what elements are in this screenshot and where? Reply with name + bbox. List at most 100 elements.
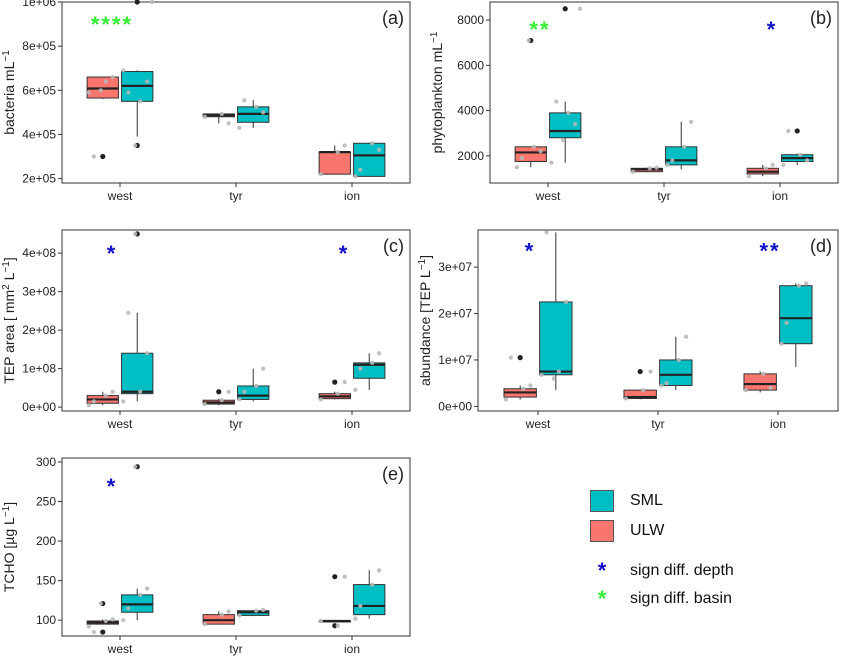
data-point bbox=[805, 158, 810, 163]
data-point bbox=[318, 172, 323, 177]
box-sml-west bbox=[539, 230, 573, 391]
data-point bbox=[110, 617, 115, 622]
data-point bbox=[237, 125, 242, 130]
data-point bbox=[544, 230, 549, 235]
data-point bbox=[561, 137, 566, 143]
significance-marker: ** bbox=[529, 17, 550, 42]
y-tick-label: 8e+05 bbox=[22, 39, 56, 53]
outlier-point bbox=[332, 379, 338, 385]
box-body bbox=[779, 285, 813, 345]
data-point bbox=[103, 79, 108, 84]
data-point bbox=[335, 623, 340, 628]
panel-a: 2e+05 4e+05 6e+05 8e+05 1e+06 west tyr ion bacte… bbox=[1, 0, 411, 203]
data-point bbox=[554, 99, 559, 104]
panel-b: 2000 4000 6000 8000 west tyr ion phytoplankton … bbox=[429, 1, 839, 203]
box-body bbox=[743, 373, 777, 391]
data-point bbox=[98, 601, 103, 606]
data-point bbox=[237, 397, 242, 402]
data-point bbox=[103, 393, 108, 398]
data-point bbox=[786, 128, 791, 134]
box-sml-ion bbox=[353, 351, 386, 392]
box-ulw-ion bbox=[318, 574, 351, 629]
data-point bbox=[353, 616, 358, 621]
x-tick-label: tyr bbox=[229, 642, 242, 656]
panel-label: (a) bbox=[382, 8, 404, 28]
data-point bbox=[110, 74, 115, 80]
data-point bbox=[121, 68, 126, 73]
y-tick-label: 250 bbox=[36, 495, 56, 509]
data-point bbox=[370, 141, 375, 146]
box-ulw-west bbox=[514, 37, 547, 170]
data-point bbox=[370, 360, 375, 365]
data-point bbox=[261, 607, 266, 612]
significance-marker: * bbox=[767, 17, 778, 42]
data-point bbox=[556, 369, 561, 374]
outlier-point bbox=[134, 0, 140, 5]
y-tick-label: 6000 bbox=[457, 58, 484, 72]
data-point bbox=[237, 613, 242, 618]
significance-marker: * bbox=[107, 474, 118, 499]
y-axis-label: abundance [TEP L−1] bbox=[417, 255, 433, 386]
data-point bbox=[86, 403, 91, 408]
outlier-point bbox=[332, 574, 338, 580]
data-point bbox=[353, 387, 358, 392]
data-point bbox=[342, 574, 347, 579]
y-tick-label: 4000 bbox=[457, 104, 484, 118]
outlier-point bbox=[517, 355, 523, 361]
data-point bbox=[226, 389, 231, 394]
box-ulw-tyr bbox=[623, 368, 657, 401]
y-tick-label: 200 bbox=[36, 534, 56, 548]
data-point bbox=[763, 166, 768, 171]
x-tick-label: tyr bbox=[229, 189, 242, 203]
y-tick-label: 2e+07 bbox=[438, 307, 472, 321]
data-point bbox=[630, 169, 635, 174]
data-point bbox=[770, 162, 775, 167]
box-sml-west bbox=[121, 464, 154, 623]
data-point bbox=[781, 162, 786, 167]
data-point bbox=[623, 396, 628, 401]
y-tick-label: 0e+00 bbox=[438, 399, 472, 413]
panel-label: (b) bbox=[810, 8, 832, 28]
data-point bbox=[508, 355, 513, 360]
box-ulw-tyr bbox=[202, 389, 235, 407]
box-sml-west bbox=[121, 231, 154, 404]
y-tick-label: 150 bbox=[36, 574, 56, 588]
box-body bbox=[318, 151, 351, 175]
basin-star-icon: * bbox=[597, 586, 607, 611]
sml-swatch bbox=[590, 490, 614, 512]
data-point bbox=[226, 609, 231, 614]
legend: SML ULW * sign diff. depth * sign diff. … bbox=[590, 488, 840, 618]
y-axis-label: TEP area [ mm2 L−1] bbox=[1, 257, 17, 383]
panel-d: 0e+00 1e+07 2e+07 3e+07 west tyr ion abundance … bbox=[417, 229, 839, 431]
data-point bbox=[689, 119, 694, 125]
data-point bbox=[654, 165, 659, 170]
data-point bbox=[804, 281, 809, 286]
data-point bbox=[86, 90, 91, 95]
data-point bbox=[377, 351, 382, 356]
data-point bbox=[110, 389, 115, 394]
box-ulw-west bbox=[86, 74, 119, 160]
x-tick-label: ion bbox=[770, 417, 786, 431]
box-body bbox=[659, 359, 693, 386]
y-tick-label: 1e+07 bbox=[438, 353, 472, 367]
box-sml-ion bbox=[779, 281, 813, 367]
outlier-point bbox=[637, 368, 643, 375]
x-tick-label: tyr bbox=[229, 417, 242, 431]
data-point bbox=[377, 147, 382, 152]
data-point bbox=[564, 299, 569, 305]
data-point bbox=[566, 110, 571, 115]
x-tick-label: tyr bbox=[657, 189, 670, 203]
panel-e: 100 150 200 250 300 west tyr ion TCHO [µg L−1] (e… bbox=[1, 455, 411, 656]
data-point bbox=[538, 149, 543, 154]
data-point bbox=[551, 376, 556, 381]
data-point bbox=[503, 397, 508, 402]
y-axis-label: bacteria mL−1 bbox=[1, 50, 17, 135]
x-tick-label: west bbox=[535, 189, 561, 203]
data-point bbox=[761, 371, 766, 376]
y-tick-label: 1e+06 bbox=[22, 0, 56, 9]
outlier-point bbox=[562, 6, 568, 12]
data-point bbox=[242, 98, 247, 103]
box-sml-ion bbox=[353, 141, 386, 179]
data-point bbox=[91, 154, 96, 159]
